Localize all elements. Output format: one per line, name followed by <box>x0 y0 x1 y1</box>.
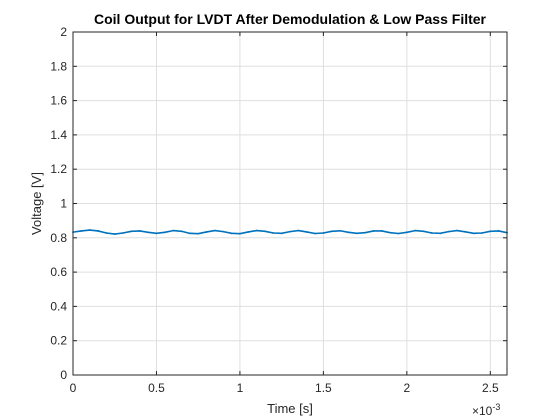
data-point <box>138 230 141 232</box>
x-tick-label: 2 <box>404 381 411 395</box>
data-point <box>397 232 400 235</box>
chart-title: Coil Output for LVDT After Demodulation … <box>94 11 487 27</box>
data-point <box>364 231 367 234</box>
x-tick-label: 0.5 <box>148 381 165 395</box>
y-axis-label: Voltage [V] <box>29 172 44 235</box>
data-point <box>481 232 483 234</box>
data-point <box>289 230 291 233</box>
y-tick-label: 0.8 <box>50 231 67 245</box>
y-tick-label: 1.4 <box>50 128 67 142</box>
data-point <box>405 231 408 234</box>
data-point <box>439 232 442 235</box>
data-point <box>239 232 241 235</box>
y-tick-label: 0.6 <box>50 265 67 279</box>
data-point <box>305 231 308 233</box>
data-point <box>489 230 492 233</box>
data-point <box>88 229 91 231</box>
grid <box>72 31 507 376</box>
x-tick-label: 0 <box>70 381 77 395</box>
data-point <box>122 232 124 234</box>
data-point <box>472 232 475 235</box>
data-point <box>347 231 350 234</box>
data-point <box>213 229 216 232</box>
data-point <box>414 229 417 232</box>
data-point <box>380 230 383 232</box>
data-point <box>389 231 392 234</box>
data-point <box>355 232 358 235</box>
x-exponent-label: ×10-3 <box>472 402 500 418</box>
x-exponent-base: ×10 <box>472 404 493 418</box>
data-point <box>247 231 250 233</box>
data-point <box>188 232 191 235</box>
data-point <box>430 232 433 234</box>
data-point <box>197 232 200 235</box>
data-point <box>230 232 233 235</box>
data-point <box>497 230 500 232</box>
x-exponent-power: -3 <box>492 402 500 412</box>
data-point <box>280 232 283 235</box>
data-point <box>264 230 266 233</box>
data-point <box>297 229 300 232</box>
data-point <box>255 229 258 232</box>
data-point <box>372 230 375 232</box>
data-point <box>130 230 133 233</box>
data-point <box>272 232 275 234</box>
y-tick-label: 1.6 <box>50 94 67 108</box>
y-tick-label: 1 <box>60 197 67 211</box>
y-tick-label: 0.4 <box>50 299 67 313</box>
x-tick-label: 1 <box>237 381 244 395</box>
data-point <box>422 230 425 233</box>
data-point <box>314 232 316 235</box>
y-tick-label: 1.8 <box>50 59 67 73</box>
x-axis-label: Time [s] <box>267 401 313 416</box>
x-tick-label: 2.5 <box>482 381 499 395</box>
data-point <box>330 230 333 233</box>
series-layer <box>72 229 508 235</box>
data-point <box>456 229 458 232</box>
data-point <box>97 230 99 232</box>
data-point <box>205 231 208 233</box>
data-point <box>322 232 325 234</box>
y-tick-label: 0 <box>60 368 67 382</box>
data-point <box>447 230 450 233</box>
data-point <box>113 233 116 235</box>
data-point <box>80 230 83 232</box>
y-tick-label: 0.2 <box>50 334 67 348</box>
data-point <box>105 232 108 234</box>
data-point <box>222 230 225 233</box>
y-tick-label: 2 <box>60 25 67 39</box>
data-point <box>464 230 467 233</box>
data-point <box>163 231 166 234</box>
y-tick-label: 1.2 <box>50 162 67 176</box>
data-point <box>180 230 183 233</box>
data-point <box>339 229 341 232</box>
data-point <box>172 229 175 232</box>
ticks: 0 0.5 1 1.5 2 2.5 0 0.2 0.4 0.6 0.8 1 1.2 1.4 1.6 1.8 2 <box>50 25 507 395</box>
data-point <box>155 232 158 235</box>
data-point <box>147 231 150 234</box>
x-tick-label: 1.5 <box>315 381 332 395</box>
